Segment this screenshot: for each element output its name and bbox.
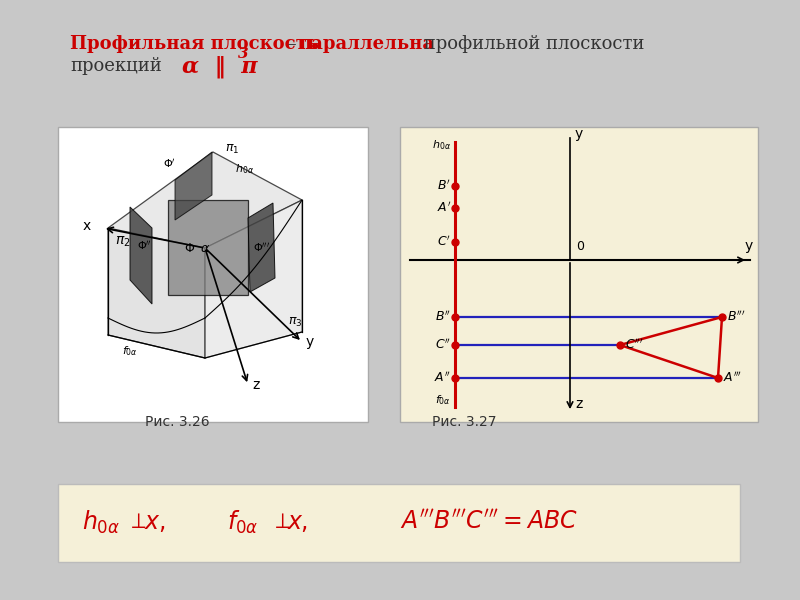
Text: z: z xyxy=(575,397,582,411)
Text: z: z xyxy=(252,378,259,392)
Text: –: – xyxy=(282,35,302,53)
Bar xyxy=(58,127,368,422)
Text: $f_{0\alpha}$: $f_{0\alpha}$ xyxy=(122,344,138,358)
Point xyxy=(449,312,462,322)
Text: $\Phi''$: $\Phi''$ xyxy=(137,239,152,252)
Text: $h_{0\alpha}$: $h_{0\alpha}$ xyxy=(82,508,120,536)
Text: y: y xyxy=(575,127,583,141)
Text: $\pi_2$: $\pi_2$ xyxy=(115,235,130,250)
Text: $\pi_3$: $\pi_3$ xyxy=(288,316,302,329)
Polygon shape xyxy=(205,200,302,358)
Text: 0: 0 xyxy=(576,240,584,253)
Text: $f_{0\alpha}$: $f_{0\alpha}$ xyxy=(227,508,258,536)
Point xyxy=(449,373,462,383)
Text: $\alpha$: $\alpha$ xyxy=(200,242,210,255)
Text: $h_{0\alpha}$: $h_{0\alpha}$ xyxy=(235,162,254,176)
Text: $C''$: $C''$ xyxy=(434,338,451,352)
Text: 3: 3 xyxy=(238,47,249,61)
Text: $f_{0\alpha}$: $f_{0\alpha}$ xyxy=(435,393,451,407)
Text: $C'$: $C'$ xyxy=(437,235,451,249)
Text: Рис. 3.27: Рис. 3.27 xyxy=(432,415,497,429)
Polygon shape xyxy=(108,152,302,248)
Text: $B'''$: $B'''$ xyxy=(727,310,746,324)
Polygon shape xyxy=(175,152,212,220)
Text: $\perp$: $\perp$ xyxy=(270,512,290,532)
Point xyxy=(449,181,462,191)
Text: $B''$: $B''$ xyxy=(435,310,451,324)
Point xyxy=(449,340,462,350)
Text: $A'''$: $A'''$ xyxy=(723,371,742,385)
Text: параллельна: параллельна xyxy=(298,35,434,53)
Text: Рис. 3.26: Рис. 3.26 xyxy=(145,415,210,429)
Text: ,: , xyxy=(300,510,307,534)
Point xyxy=(712,373,725,383)
Text: y: y xyxy=(306,335,314,349)
Text: Профильная плоскость: Профильная плоскость xyxy=(70,35,319,53)
Bar xyxy=(400,127,758,422)
Text: $A'$: $A'$ xyxy=(437,201,451,215)
Text: $\perp$: $\perp$ xyxy=(126,512,146,532)
Text: $B'$: $B'$ xyxy=(438,179,451,193)
Text: $A''$: $A''$ xyxy=(434,371,451,385)
Point xyxy=(614,340,626,350)
Text: $\Phi'''$: $\Phi'''$ xyxy=(253,241,270,254)
Text: $x$: $x$ xyxy=(287,510,304,534)
Point xyxy=(715,312,728,322)
Polygon shape xyxy=(168,200,248,295)
Text: y: y xyxy=(745,239,754,253)
Point xyxy=(449,237,462,247)
Polygon shape xyxy=(130,207,152,304)
Text: $h_{0\alpha}$: $h_{0\alpha}$ xyxy=(432,138,451,152)
Text: $\Phi'$: $\Phi'$ xyxy=(163,157,176,170)
Text: профильной плоскости: профильной плоскости xyxy=(418,35,644,53)
Text: $\Phi$: $\Phi$ xyxy=(184,242,195,255)
Text: α  ‖  π: α ‖ π xyxy=(182,55,258,77)
Text: $\pi_1$: $\pi_1$ xyxy=(225,143,239,156)
Text: x: x xyxy=(82,219,91,233)
Text: $A'''B'''C''' = ABC$: $A'''B'''C''' = ABC$ xyxy=(400,510,578,534)
Bar xyxy=(58,484,740,562)
Polygon shape xyxy=(108,228,205,358)
Point xyxy=(449,203,462,213)
Text: $x$: $x$ xyxy=(144,510,161,534)
Text: ,: , xyxy=(158,510,166,534)
Text: $C'''$: $C'''$ xyxy=(625,338,644,352)
Text: проекций: проекций xyxy=(70,57,162,75)
Polygon shape xyxy=(248,203,275,292)
